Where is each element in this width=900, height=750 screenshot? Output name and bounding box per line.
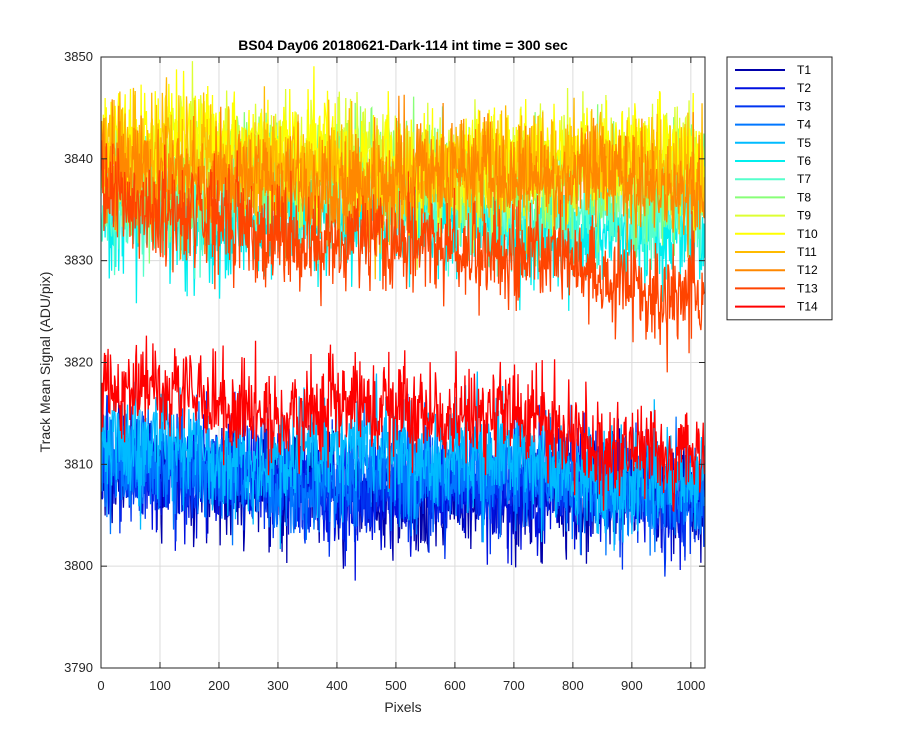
- y-axis-label: Track Mean Signal (ADU/pix): [37, 272, 53, 453]
- legend-label-t2: T2: [797, 81, 811, 95]
- y-tick-label: 3820: [64, 355, 93, 370]
- legend-label-t4: T4: [797, 118, 811, 132]
- legend-box: [726, 56, 833, 321]
- y-tick-label: 3800: [64, 558, 93, 573]
- x-tick-label: 100: [149, 678, 171, 693]
- ticks: 0 100 200 300 400 500 600 700 800 900 1000 3790 3800…: [64, 49, 705, 693]
- x-tick-label: 800: [562, 678, 584, 693]
- legend-label-t9: T9: [797, 209, 811, 223]
- x-tick-label: 300: [267, 678, 289, 693]
- legend-label-t13: T13: [797, 281, 818, 295]
- y-tick-label: 3850: [64, 49, 93, 64]
- legend-label-t5: T5: [797, 136, 811, 150]
- legend-label-t14: T14: [797, 300, 818, 314]
- x-tick-label: 600: [444, 678, 466, 693]
- series-lines: [101, 61, 705, 581]
- legend-label-t7: T7: [797, 172, 811, 186]
- y-tick-label: 3840: [64, 151, 93, 166]
- legend-label-t1: T1: [797, 63, 811, 77]
- y-tick-label: 3790: [64, 660, 93, 675]
- legend: T1 T2 T3 T4 T5 T6 T7 T8 T9 T10 T11 T12 T13 T14: [726, 56, 833, 321]
- series-line-t13: [101, 140, 705, 373]
- x-tick-label: 1000: [676, 678, 705, 693]
- y-tick-label: 3810: [64, 456, 93, 471]
- x-tick-label: 900: [621, 678, 643, 693]
- legend-label-t8: T8: [797, 190, 811, 204]
- x-tick-label: 200: [208, 678, 230, 693]
- legend-label-t11: T11: [797, 245, 817, 259]
- legend-label-t10: T10: [797, 227, 818, 241]
- legend-label-t3: T3: [797, 99, 811, 113]
- x-tick-label: 400: [326, 678, 348, 693]
- legend-label-t12: T12: [797, 263, 818, 277]
- series-line-t14: [101, 335, 705, 513]
- x-tick-label: 0: [97, 678, 104, 693]
- y-tick-label: 3830: [64, 253, 93, 268]
- x-axis-label: Pixels: [384, 699, 421, 715]
- legend-label-t6: T6: [797, 154, 811, 168]
- x-tick-label: 700: [503, 678, 525, 693]
- chart-title: BS04 Day06 20180621-Dark-114 int time = …: [238, 37, 568, 53]
- series-line-t12: [101, 94, 705, 267]
- x-tick-label: 500: [385, 678, 407, 693]
